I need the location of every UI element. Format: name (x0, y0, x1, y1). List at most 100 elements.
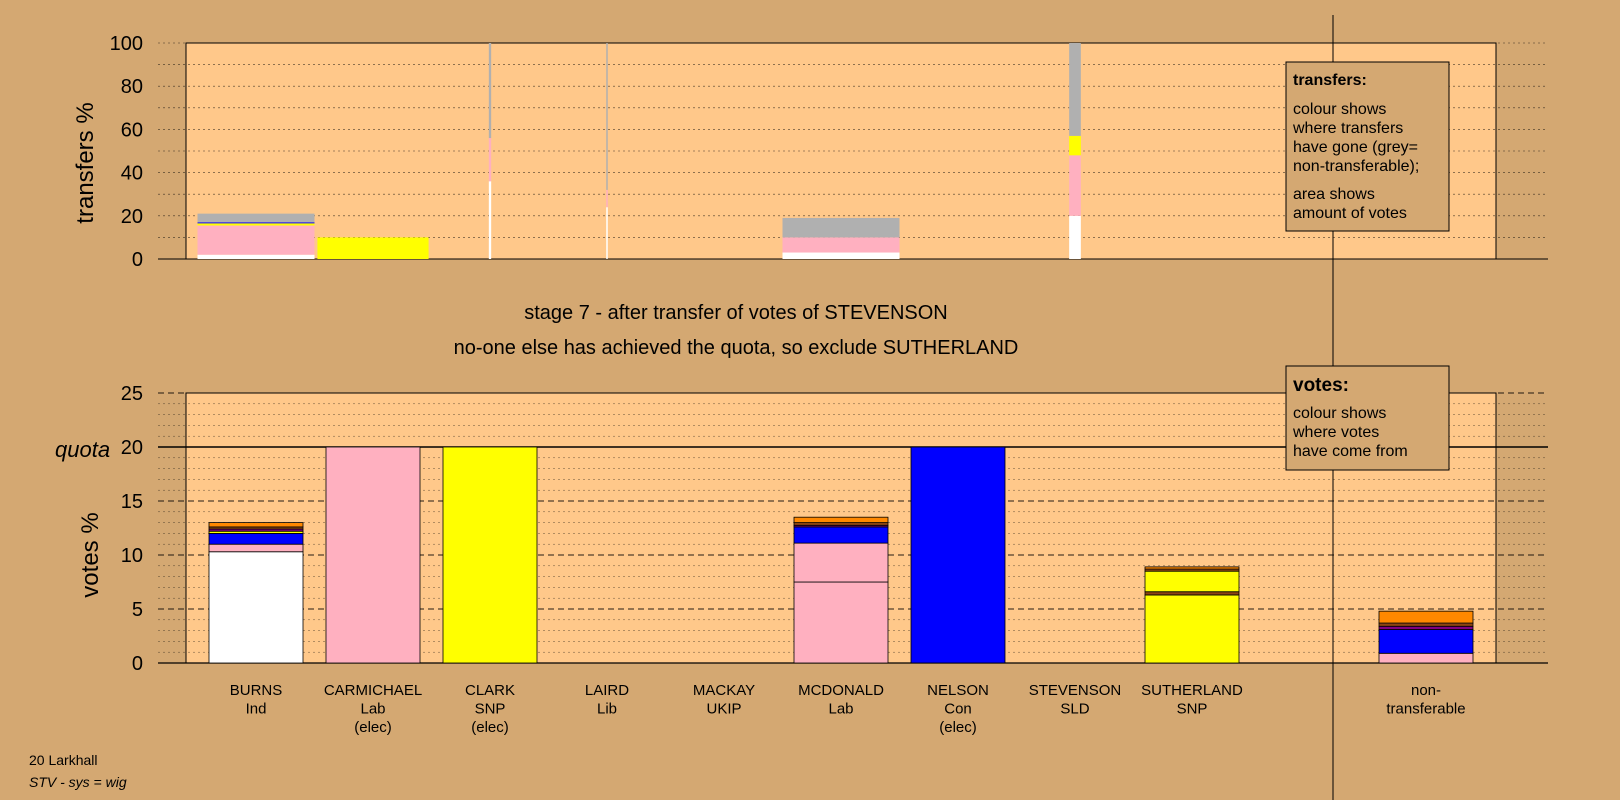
votes-legend-line: have come from (1293, 443, 1408, 460)
transfer-segment (1069, 43, 1081, 136)
transfer-segment (782, 217, 900, 238)
candidate-party: Con (944, 701, 972, 718)
candidate-status: (elec) (471, 719, 509, 736)
candidate-name: LAIRD (585, 682, 629, 699)
votes-axis-label: votes % (77, 512, 104, 597)
transfers-legend-line: where transfers (1292, 120, 1403, 137)
candidate-name: CARMICHAEL (324, 682, 422, 699)
candidate-party: UKIP (706, 701, 741, 718)
vote-segment (1378, 652, 1474, 664)
transfers-legend-line: area shows (1293, 186, 1375, 203)
candidate-status: (elec) (939, 719, 977, 736)
vote-segment (793, 581, 889, 664)
candidate-party: SNP (1177, 701, 1208, 718)
candidate-party: Ind (246, 701, 267, 718)
vote-segment (1144, 591, 1240, 596)
vote-segment (208, 551, 304, 664)
transfer-segment (1069, 155, 1081, 216)
vote-segment (1378, 629, 1474, 654)
vote-segment (793, 542, 889, 583)
vote-segment (208, 533, 304, 545)
transfer-segment (606, 207, 608, 259)
system-label: STV - sys = wig (29, 774, 127, 790)
candidate-party: Lab (828, 701, 853, 718)
transfer-segment (1069, 215, 1081, 259)
vote-segment (793, 522, 889, 526)
transfer-segment (197, 223, 315, 226)
vote-segment (1378, 625, 1474, 630)
votes-bars (208, 446, 1474, 664)
y-tick-label: 60 (121, 119, 143, 141)
candidate-party: transferable (1386, 701, 1465, 718)
vote-segment (1144, 566, 1240, 570)
y-tick-label: 15 (121, 491, 143, 513)
y-tick-label: 0 (132, 249, 143, 271)
vote-segment (1144, 594, 1240, 664)
y-tick-label: 20 (121, 206, 143, 228)
candidate-labels: BURNSIndCARMICHAELLab(elec)CLARKSNP(elec… (230, 682, 1466, 736)
candidate-party: SNP (475, 701, 506, 718)
transfer-segment (782, 237, 900, 253)
transfer-segment (197, 225, 315, 255)
y-tick-label: 25 (121, 383, 143, 405)
transfer-segment (488, 43, 492, 139)
candidate-name: BURNS (230, 682, 283, 699)
stage-subtitle: no-one else has achieved the quota, so e… (454, 337, 1019, 359)
votes-legend-line: where votes (1292, 424, 1379, 441)
votes-y-ticks: 0 5 10 15 20 25 (121, 383, 143, 675)
transfer-segment (317, 237, 429, 259)
stage-title: stage 7 - after transfer of votes of STE… (524, 302, 948, 324)
votes-legend-line: colour shows (1293, 405, 1386, 422)
transfer-segment (197, 254, 315, 259)
candidate-name: MCDONALD (798, 682, 884, 699)
y-tick-label: 100 (110, 33, 143, 55)
y-tick-label: 0 (132, 653, 143, 675)
quota-label: quota (55, 437, 110, 462)
vote-segment (325, 446, 421, 664)
transfer-segment (488, 181, 492, 259)
vote-segment (442, 446, 538, 664)
vote-segment (1144, 570, 1240, 593)
transfers-axis-label: transfers % (72, 102, 99, 223)
transfer-segment (782, 252, 900, 259)
candidate-name: SUTHERLAND (1141, 682, 1243, 699)
transfers-legend-title: transfers: (1293, 72, 1367, 89)
vote-segment (793, 526, 889, 544)
transfer-segment (488, 138, 492, 182)
vote-segment (208, 522, 304, 528)
transfers-y-ticks: 0 20 40 60 80 100 (110, 33, 143, 271)
candidate-name: NELSON (927, 682, 989, 699)
transfers-legend-line: have gone (grey= (1293, 139, 1418, 156)
transfer-segment (197, 222, 315, 224)
transfers-bars (197, 43, 1081, 259)
candidate-party: SLD (1060, 701, 1089, 718)
transfers-legend-line: colour shows (1293, 101, 1386, 118)
transfers-legend-line: amount of votes (1293, 205, 1407, 222)
vote-segment (1378, 622, 1474, 627)
transfer-segment (197, 213, 315, 223)
transfers-legend: transfers: colour shows where transfers … (1285, 61, 1450, 232)
transfer-segment (606, 43, 608, 190)
y-tick-label: 80 (121, 76, 143, 98)
candidate-name: non- (1411, 682, 1441, 699)
candidate-name: STEVENSON (1029, 682, 1122, 699)
candidate-name: CLARK (465, 682, 515, 699)
vote-segment (1378, 610, 1474, 624)
candidate-name: MACKAY (693, 682, 755, 699)
transfers-legend-line: non-transferable); (1293, 158, 1419, 175)
transfer-segment (1069, 135, 1081, 156)
votes-legend-title: votes: (1293, 375, 1349, 396)
candidate-status: (elec) (354, 719, 392, 736)
transfer-segment (606, 189, 608, 208)
y-tick-label: 20 (121, 437, 143, 459)
y-tick-label: 10 (121, 545, 143, 567)
y-tick-label: 40 (121, 163, 143, 185)
y-tick-label: 5 (132, 599, 143, 621)
ward-label: 20 Larkhall (29, 752, 98, 768)
vote-segment (910, 446, 1006, 664)
candidate-party: Lab (360, 701, 385, 718)
vote-segment (208, 543, 304, 553)
vote-segment (793, 516, 889, 524)
candidate-party: Lib (597, 701, 617, 718)
